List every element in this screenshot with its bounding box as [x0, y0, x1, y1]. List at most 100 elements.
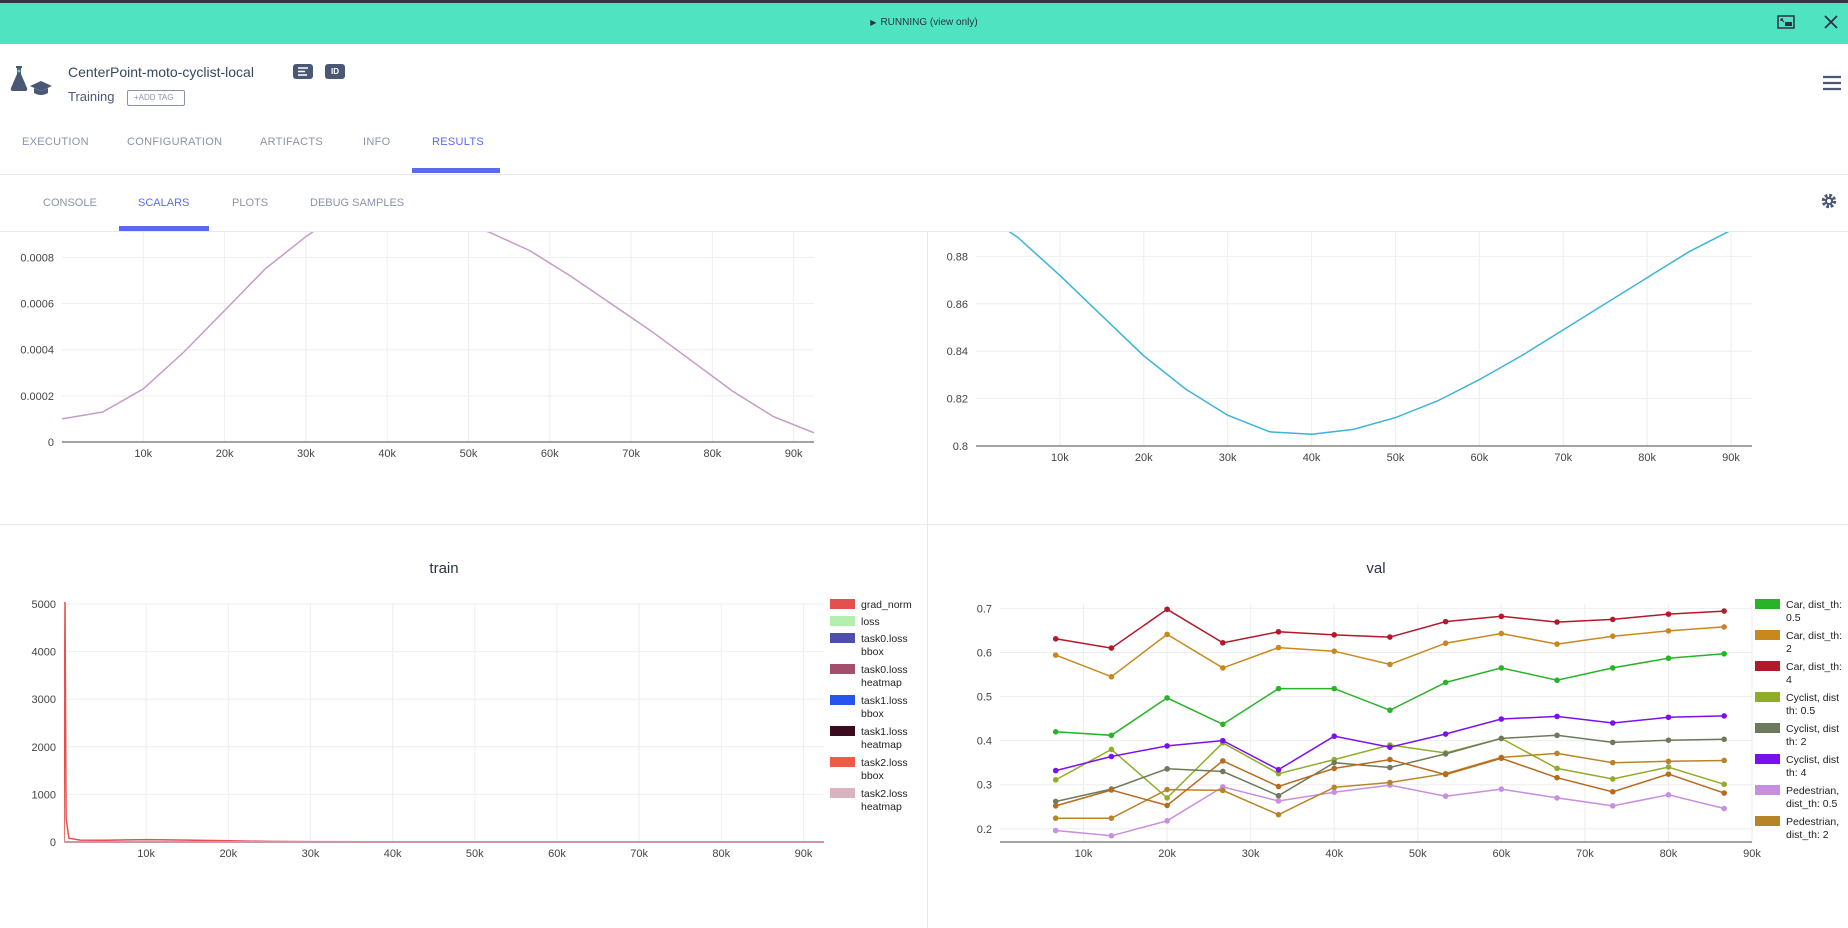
legend-label: task2.loss: [861, 757, 908, 769]
data-point: [1665, 611, 1672, 617]
series-line: [64, 602, 824, 843]
add-tag-label: ADD TAG: [138, 93, 174, 102]
tab-info[interactable]: INFO: [363, 136, 391, 148]
legend-swatch: [1755, 630, 1780, 640]
data-point: [1721, 608, 1727, 614]
plot-row-divider: [0, 524, 1848, 525]
x-tick-label: 70k: [1576, 848, 1594, 860]
subtab-plots[interactable]: PLOTS: [232, 197, 269, 209]
data-point: [1554, 795, 1560, 801]
x-tick-label: 30k: [302, 848, 320, 860]
legend-label: bbox: [861, 646, 885, 658]
y-tick-label: 4000: [32, 647, 56, 659]
series-line: [1008, 232, 1730, 435]
plot-column-divider: [927, 231, 928, 928]
main-tabs: EXECUTION CONFIGURATION ARTIFACTS INFO R…: [0, 114, 1848, 175]
data-point: [1554, 619, 1560, 625]
data-point: [1721, 781, 1727, 788]
data-point: [1387, 756, 1393, 763]
plot-momentum: 10k 20k 30k 40k 50k 60k 70k 80k 90k 0.8 0.82 0.84 0.…: [947, 232, 1752, 464]
legend-label: heatmap: [861, 677, 902, 689]
data-point: [1052, 815, 1059, 821]
data-point: [1609, 803, 1616, 809]
legend-label: task0.loss: [861, 633, 908, 645]
data-point: [1387, 744, 1393, 751]
x-tick-label: 10k: [1075, 848, 1093, 860]
x-tick-label: 60k: [541, 448, 559, 460]
subtab-scalars[interactable]: SCALARS: [138, 197, 190, 209]
picture-in-picture-icon[interactable]: [1777, 15, 1795, 34]
data-point: [1331, 789, 1338, 795]
y-tick-label: 0.5: [977, 692, 992, 704]
tab-execution[interactable]: EXECUTION: [22, 136, 89, 148]
x-tick-label: 40k: [384, 848, 402, 860]
legend-label: Car, dist_th:: [1786, 630, 1842, 642]
data-point: [1554, 750, 1560, 757]
menu-icon[interactable]: [1822, 74, 1842, 97]
close-icon[interactable]: [1823, 14, 1839, 35]
data-point: [1442, 618, 1449, 625]
data-point: [1331, 733, 1338, 740]
tab-configuration[interactable]: CONFIGURATION: [127, 136, 223, 148]
data-point: [1052, 803, 1059, 809]
legend-label: th: 0.5: [1786, 705, 1815, 717]
data-point: [1108, 833, 1115, 839]
y-tick-label: 5000: [32, 599, 56, 611]
data-point: [1331, 784, 1338, 791]
x-tick-label: 60k: [1492, 848, 1510, 860]
data-point: [1721, 790, 1727, 796]
legend-label: bbox: [861, 770, 885, 782]
data-point: [1721, 713, 1727, 719]
data-point: [1442, 751, 1449, 757]
add-tag-button[interactable]: +ADD TAG: [127, 90, 185, 106]
x-tick-label: 70k: [630, 848, 648, 860]
data-point: [1665, 764, 1672, 770]
data-point: [1164, 766, 1170, 772]
data-point: [1498, 613, 1505, 620]
banner-status: ▶ RUNNING (view only): [0, 17, 1848, 28]
x-tick-label: 70k: [1554, 452, 1572, 464]
data-point: [1665, 655, 1672, 662]
gear-icon[interactable]: [1820, 192, 1838, 215]
y-tick-label: 0.0006: [20, 299, 54, 311]
data-point: [1164, 606, 1170, 613]
experiment-type: Training: [68, 89, 115, 104]
data-point: [1275, 811, 1282, 818]
legend-swatch: [1755, 785, 1780, 795]
tab-results[interactable]: RESULTS: [432, 136, 485, 148]
legend-swatch: [830, 788, 855, 798]
tab-artifacts[interactable]: ARTIFACTS: [260, 136, 324, 148]
subtab-debug-samples[interactable]: DEBUG SAMPLES: [310, 197, 405, 209]
x-tick-label: 10k: [134, 448, 152, 460]
x-tick-label: 60k: [1470, 452, 1488, 464]
data-point: [1721, 651, 1727, 657]
data-point: [1554, 732, 1560, 739]
x-tick-label: 30k: [297, 448, 315, 460]
x-tick-label: 40k: [1303, 452, 1321, 464]
legend-label: th: 4: [1786, 767, 1807, 779]
x-tick-label: 90k: [795, 848, 813, 860]
data-point: [1052, 767, 1059, 774]
x-tick-label: 80k: [704, 448, 722, 460]
legend-label: th: 2: [1786, 736, 1807, 748]
data-point: [1108, 645, 1115, 651]
training-flask-icon: [8, 64, 52, 103]
data-point: [1108, 815, 1115, 821]
data-point: [1387, 764, 1393, 771]
data-point: [1721, 805, 1727, 812]
legend-label: 0.5: [1786, 612, 1801, 624]
active-tab-indicator: [412, 168, 500, 173]
data-point: [1164, 802, 1170, 809]
data-point: [1164, 631, 1170, 638]
y-tick-label: 0.4: [977, 736, 992, 748]
copy-id-button[interactable]: ID: [325, 64, 345, 79]
legend-swatch: [830, 599, 855, 609]
data-point: [1498, 786, 1505, 792]
data-point: [1609, 788, 1616, 795]
data-point: [1554, 765, 1560, 772]
data-point: [1665, 714, 1672, 721]
description-icon[interactable]: [293, 64, 313, 79]
subtab-console[interactable]: CONSOLE: [43, 197, 97, 209]
x-tick-label: 50k: [466, 848, 484, 860]
banner-status-text: RUNNING: [880, 17, 928, 28]
